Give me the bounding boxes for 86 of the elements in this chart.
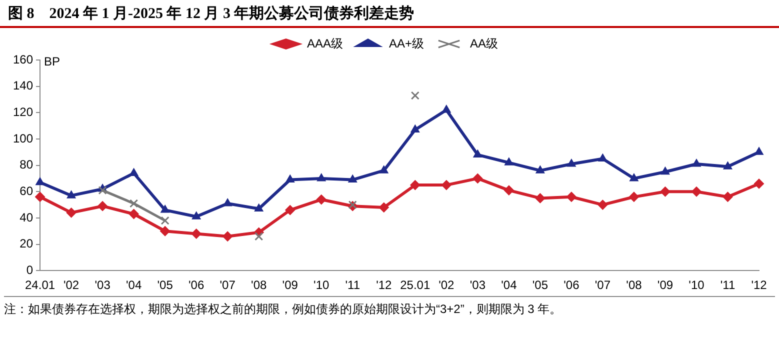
point bbox=[316, 194, 326, 205]
x-tick-label: '02 bbox=[438, 278, 455, 292]
point bbox=[567, 158, 576, 167]
point bbox=[691, 186, 702, 197]
point bbox=[98, 201, 108, 212]
x-tick-label: '02 bbox=[63, 278, 80, 292]
point bbox=[98, 186, 107, 195]
point bbox=[160, 226, 170, 236]
x-tick-label: '08 bbox=[251, 278, 267, 292]
point bbox=[692, 158, 701, 167]
x-tick-label: '07 bbox=[594, 278, 611, 292]
chart-title: 图 8 2024 年 1 月-2025 年 12 月 3 年期公募公司债券利差走势 bbox=[0, 0, 779, 28]
point bbox=[254, 232, 264, 241]
x-tick-label: '12 bbox=[376, 278, 392, 292]
point bbox=[442, 105, 451, 113]
point bbox=[566, 192, 576, 202]
x-tick-label: '10 bbox=[314, 278, 330, 292]
x-tick-label: '12 bbox=[751, 278, 768, 292]
point bbox=[160, 205, 170, 213]
point bbox=[598, 154, 608, 162]
point bbox=[285, 205, 296, 216]
x-tick-label: '06 bbox=[564, 278, 580, 292]
point bbox=[536, 166, 545, 174]
y-tick-label: 160 bbox=[12, 52, 34, 66]
x-tick-label: '11 bbox=[720, 278, 736, 292]
x-tick-label: '04 bbox=[501, 278, 518, 292]
x-tick-label: '04 bbox=[126, 278, 142, 292]
y-tick-label: 100 bbox=[12, 131, 34, 146]
point bbox=[504, 185, 514, 196]
x-tick-label: '07 bbox=[220, 278, 236, 292]
y-tick-label: 20 bbox=[20, 236, 34, 251]
point bbox=[36, 177, 44, 186]
y-tick-label: 140 bbox=[12, 78, 34, 93]
x-tick-label: '11 bbox=[345, 278, 360, 292]
point bbox=[66, 208, 76, 218]
x-tick-label: '10 bbox=[688, 278, 705, 292]
point bbox=[504, 158, 514, 166]
legend-label: AA级 bbox=[470, 36, 498, 50]
y-tick-label: 60 bbox=[20, 184, 34, 198]
point bbox=[441, 180, 452, 190]
text: 注：如果债券存在选择权，期限为选择权之前的期限，例如债券的原始期限设计为“3+2”，则期限为 3 年。 bbox=[4, 301, 563, 317]
x-tick-label: '03 bbox=[94, 278, 111, 292]
point bbox=[754, 178, 764, 189]
point bbox=[535, 193, 546, 204]
legend-label: AAA级 bbox=[306, 36, 343, 50]
point bbox=[660, 166, 670, 175]
y-tick-label: 120 bbox=[12, 104, 34, 119]
x-tick-label: '09 bbox=[282, 278, 298, 292]
point bbox=[628, 192, 639, 202]
point bbox=[254, 204, 264, 212]
point bbox=[723, 162, 732, 170]
point bbox=[473, 150, 482, 158]
x-tick-label: '09 bbox=[657, 278, 674, 292]
y-tick-label: 40 bbox=[20, 210, 34, 224]
point bbox=[160, 216, 170, 225]
point bbox=[660, 186, 670, 197]
point bbox=[348, 174, 358, 183]
point bbox=[379, 166, 388, 174]
point bbox=[128, 209, 139, 219]
x-tick-label: '05 bbox=[532, 278, 548, 292]
point bbox=[410, 180, 420, 190]
point bbox=[192, 212, 201, 220]
point bbox=[191, 228, 202, 239]
point bbox=[222, 231, 233, 242]
x-tick-label: 25.01 bbox=[400, 278, 430, 292]
x-tick-label: '08 bbox=[626, 278, 642, 292]
point bbox=[378, 202, 389, 212]
point bbox=[754, 147, 764, 155]
y-tick-label: 80 bbox=[20, 158, 34, 172]
point bbox=[316, 173, 326, 182]
x-tick-label: '05 bbox=[157, 278, 174, 292]
point bbox=[35, 192, 46, 202]
point bbox=[630, 173, 638, 182]
x-tick-label: '06 bbox=[188, 278, 204, 292]
x-tick-label: '03 bbox=[470, 278, 486, 292]
x-tick-label: 24.01 bbox=[25, 278, 56, 292]
point bbox=[130, 199, 138, 208]
point bbox=[722, 192, 733, 202]
point bbox=[410, 124, 420, 133]
y-tick-label: 0 bbox=[26, 262, 34, 277]
point bbox=[66, 190, 76, 198]
y-axis-title: BP bbox=[44, 54, 60, 68]
point bbox=[286, 174, 294, 183]
legend-label: AA+级 bbox=[388, 36, 424, 50]
point bbox=[472, 173, 483, 184]
point bbox=[598, 200, 608, 210]
